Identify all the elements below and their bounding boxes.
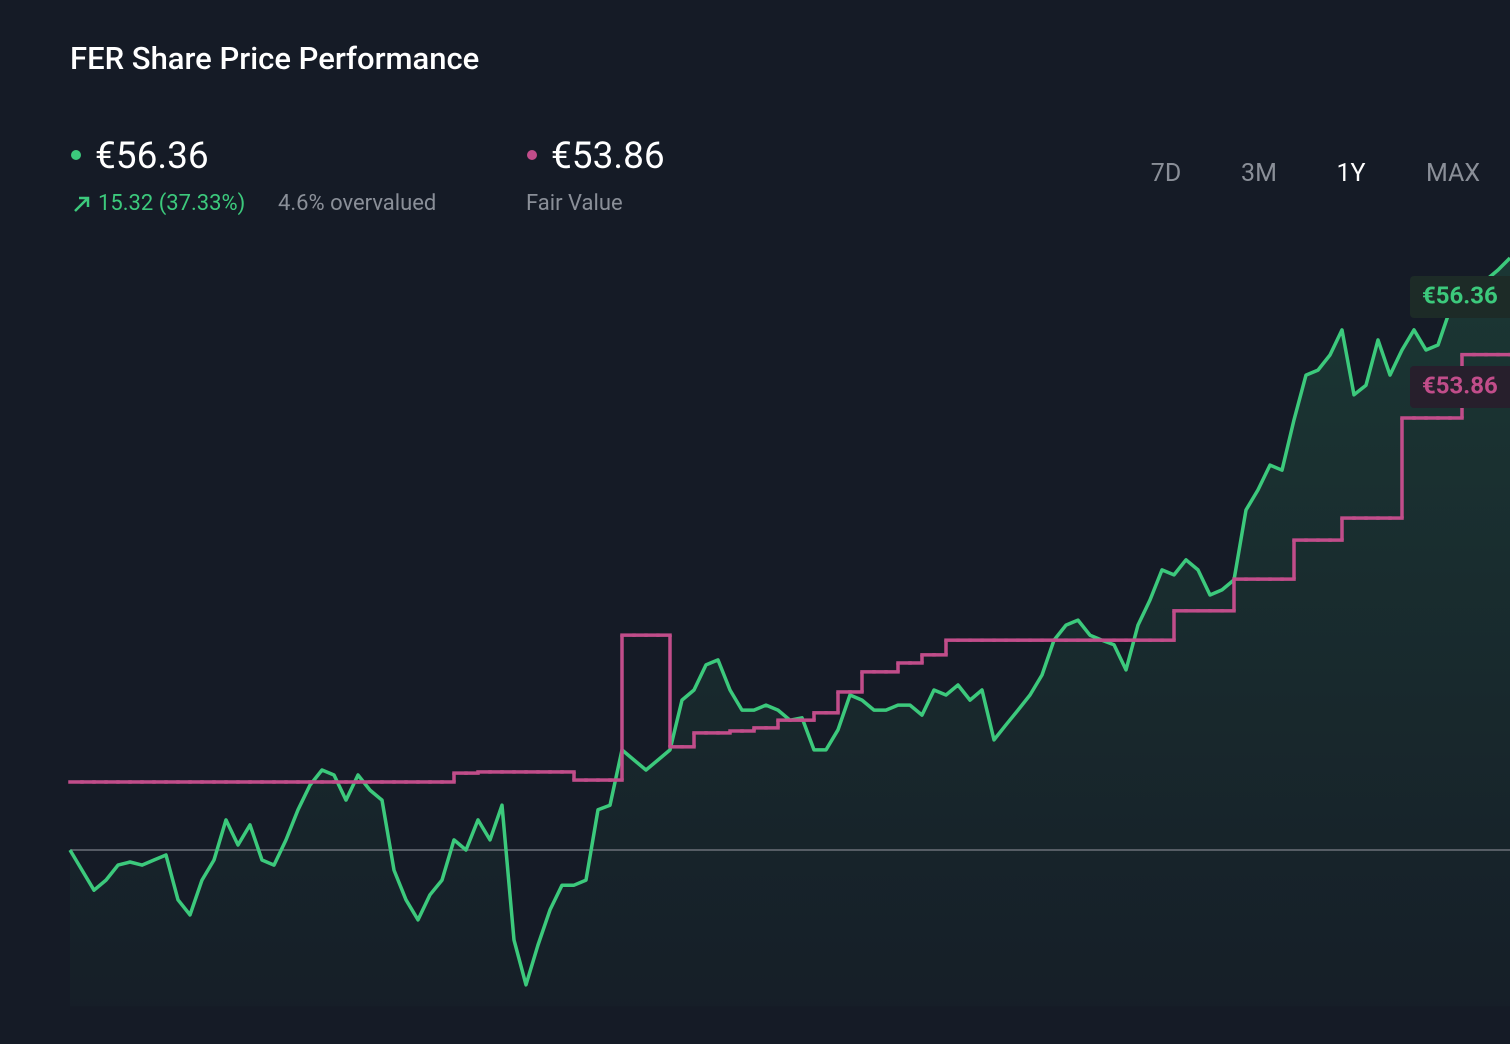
price-dot	[71, 150, 81, 160]
fair-value-label: Fair Value	[526, 191, 623, 216]
range-button[interactable]: 7D	[1151, 159, 1181, 188]
plot: €56.36 €53.86	[68, 256, 1510, 1007]
range-button[interactable]: MAX	[1426, 159, 1480, 188]
end-tag: €56.36	[1422, 281, 1498, 309]
range-button[interactable]: 1Y	[1336, 159, 1365, 188]
price-area	[70, 258, 1510, 1007]
range-selector: 7D 3M 1Y MAX	[1151, 159, 1481, 188]
change: 15.32 (37.33%)	[98, 191, 245, 216]
end-tag: €53.86	[1422, 371, 1498, 399]
fair-value-dot	[527, 150, 537, 160]
fair-value: €53.86	[551, 135, 665, 178]
end-tag-bg	[1410, 366, 1510, 408]
valuation: 4.6% overvalued	[278, 191, 436, 216]
range-button[interactable]: 3M	[1241, 159, 1277, 188]
price: €56.36	[95, 135, 209, 178]
end-tag-bg	[1410, 276, 1510, 318]
title: FER Share Price Performance	[70, 40, 479, 77]
up-arrow	[74, 196, 90, 212]
